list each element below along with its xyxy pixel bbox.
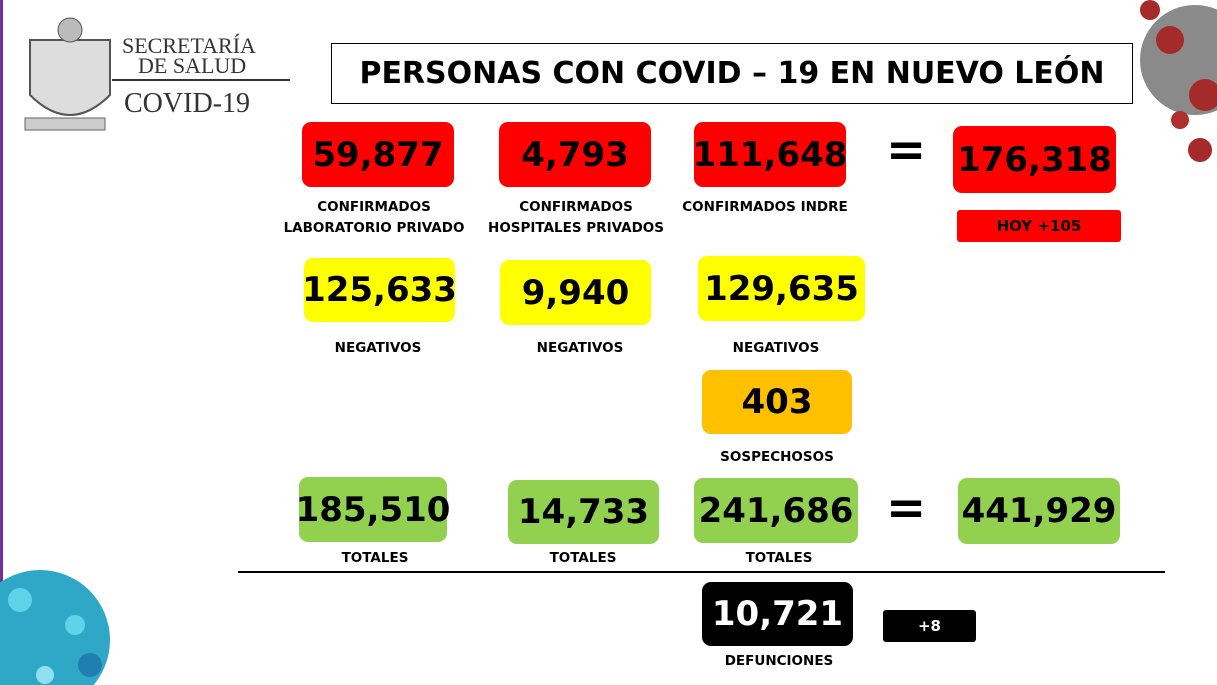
label: CONFIRMADOS INDRE (682, 197, 847, 218)
label: CONFIRMADOS HOSPITALES PRIVADOS (488, 197, 664, 239)
virus-top-right (1140, 0, 1217, 162)
today-box: HOY +105 (957, 210, 1121, 242)
label-line: CONFIRMADOS INDRE (682, 199, 848, 215)
label-line: HOSPITALES PRIVADOS (488, 220, 664, 236)
equals: = (886, 480, 927, 536)
label: TOTALES (745, 550, 813, 566)
value-box: 4,793 (499, 122, 651, 187)
value-box: 241,686 (694, 478, 858, 543)
label: SOSPECHOSOS (720, 449, 834, 465)
label-line: LABORATORIO PRIVADO (283, 220, 465, 236)
equals: = (886, 122, 927, 178)
label: DEFUNCIONES (724, 653, 834, 669)
label: NEGATIVOS (732, 340, 820, 356)
value-box: 14,733 (508, 480, 659, 544)
title: PERSONAS CON COVID – 19 EN NUEVO LEÓN (331, 43, 1133, 104)
label: NEGATIVOS (536, 340, 624, 356)
label-line: CONFIRMADOS (519, 199, 633, 215)
value-box: 10,721 (702, 582, 853, 646)
label: TOTALES (549, 550, 617, 566)
value-box: 185,510 (296, 477, 450, 542)
value-box: 111,648 (693, 122, 847, 187)
agency: SECRETARÍA DE SALUD (122, 33, 256, 78)
value-box: 9,940 (500, 260, 651, 325)
value-box: 125,633 (302, 258, 457, 322)
value-box: 403 (702, 370, 852, 434)
coat-of-arms (24, 17, 111, 131)
change-box: +8 (883, 610, 976, 642)
label-line: CONFIRMADOS (317, 199, 431, 215)
label: NEGATIVOS (334, 340, 422, 356)
program: COVID-19 (124, 88, 250, 119)
value-box: 176,318 (953, 126, 1116, 193)
value-box: 129,635 (698, 256, 865, 321)
virus-bottom-left (0, 570, 110, 685)
agency-line: SECRETARÍA (122, 33, 256, 58)
value-box: 441,929 (958, 478, 1120, 544)
label: TOTALES (341, 550, 409, 566)
label: CONFIRMADOS LABORATORIO PRIVADO (284, 197, 465, 239)
agency-line: DE SALUD (138, 53, 247, 78)
edge-bar (0, 0, 3, 685)
value-box: 59,877 (302, 122, 454, 187)
